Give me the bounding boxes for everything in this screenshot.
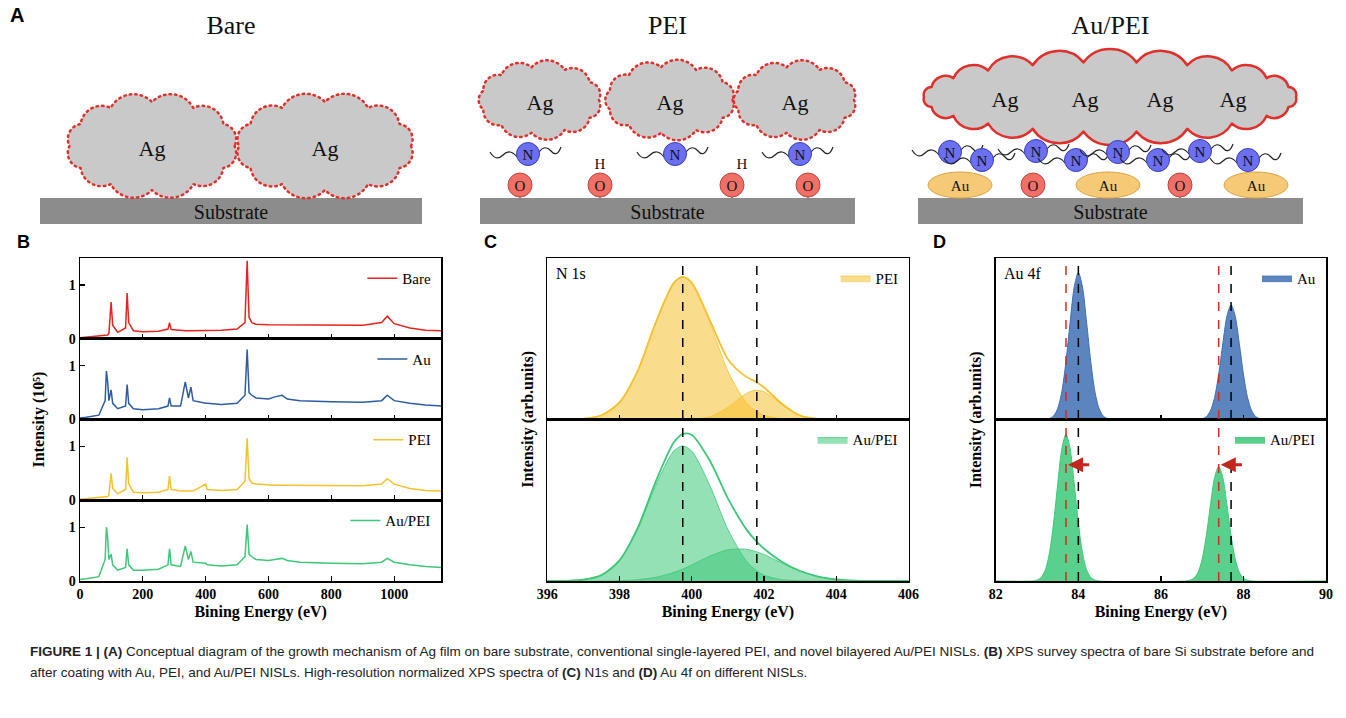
svg-text:O: O bbox=[1175, 178, 1186, 194]
svg-text:Au/PEI: Au/PEI bbox=[385, 513, 430, 529]
svg-text:Ag: Ag bbox=[312, 136, 339, 161]
svg-text:200: 200 bbox=[132, 587, 153, 602]
svg-text:N: N bbox=[945, 145, 956, 161]
svg-text:N: N bbox=[1113, 145, 1124, 161]
svg-text:0: 0 bbox=[69, 332, 76, 347]
svg-text:Au/PEI: Au/PEI bbox=[1072, 11, 1150, 40]
svg-text:Bare: Bare bbox=[402, 271, 431, 287]
svg-text:Ag: Ag bbox=[1072, 87, 1099, 112]
svg-text:PEI: PEI bbox=[876, 271, 899, 287]
svg-text:D: D bbox=[933, 232, 946, 252]
svg-text:Ag: Ag bbox=[657, 90, 684, 115]
svg-text:O: O bbox=[1028, 178, 1039, 194]
svg-text:Ag: Ag bbox=[1220, 87, 1247, 112]
svg-text:Intensity (arb.units): Intensity (arb.units) bbox=[519, 351, 537, 488]
svg-text:Substrate: Substrate bbox=[630, 201, 705, 223]
svg-text:Ag: Ag bbox=[782, 90, 809, 115]
svg-text:400: 400 bbox=[195, 587, 216, 602]
svg-text:Au: Au bbox=[412, 352, 431, 368]
svg-text:1000: 1000 bbox=[380, 587, 408, 602]
svg-text:N: N bbox=[1153, 153, 1164, 169]
svg-text:N: N bbox=[1195, 144, 1206, 160]
svg-text:800: 800 bbox=[321, 587, 342, 602]
svg-text:Au: Au bbox=[1099, 178, 1118, 194]
svg-text:Ag: Ag bbox=[992, 87, 1019, 112]
svg-text:B: B bbox=[17, 232, 30, 252]
svg-text:404: 404 bbox=[826, 587, 847, 602]
svg-text:N: N bbox=[670, 147, 681, 163]
svg-text:Ag: Ag bbox=[527, 90, 554, 115]
svg-text:90: 90 bbox=[1319, 587, 1333, 602]
svg-text:N: N bbox=[523, 147, 534, 163]
svg-text:N: N bbox=[1243, 153, 1254, 169]
svg-text:PEI: PEI bbox=[408, 432, 431, 448]
svg-text:1: 1 bbox=[69, 359, 76, 374]
html-text:FIGURE 1 | (A) Conceptual diag: FIGURE 1 | (A) Conceptual diagram of the… bbox=[30, 644, 1314, 680]
svg-text:0: 0 bbox=[69, 574, 76, 589]
svg-text:Au: Au bbox=[1297, 271, 1316, 287]
svg-text:0: 0 bbox=[69, 493, 76, 508]
svg-text:Bining Energy (eV): Bining Energy (eV) bbox=[662, 603, 794, 621]
svg-text:82: 82 bbox=[989, 587, 1003, 602]
svg-text:Substrate: Substrate bbox=[194, 201, 269, 223]
svg-text:1: 1 bbox=[69, 520, 76, 535]
svg-text:Bare: Bare bbox=[206, 11, 255, 40]
svg-text:Au: Au bbox=[1247, 178, 1266, 194]
svg-text:N: N bbox=[795, 147, 806, 163]
svg-text:1: 1 bbox=[69, 278, 76, 293]
svg-text:PEI: PEI bbox=[648, 11, 687, 40]
svg-text:Intensity (arb.units): Intensity (arb.units) bbox=[967, 351, 985, 488]
svg-text:Substrate: Substrate bbox=[1073, 201, 1148, 223]
svg-text:A: A bbox=[10, 4, 24, 26]
svg-text:N 1s: N 1s bbox=[556, 265, 586, 282]
svg-text:H: H bbox=[595, 156, 606, 172]
svg-text:88: 88 bbox=[1236, 587, 1250, 602]
svg-text:Au/PEI: Au/PEI bbox=[853, 432, 898, 448]
svg-text:N: N bbox=[1031, 144, 1042, 160]
svg-text:1: 1 bbox=[69, 439, 76, 454]
svg-text:C: C bbox=[484, 232, 497, 252]
svg-text:O: O bbox=[595, 178, 606, 194]
svg-text:398: 398 bbox=[609, 587, 630, 602]
svg-text:N: N bbox=[977, 153, 988, 169]
svg-text:Intensity (10⁵): Intensity (10⁵) bbox=[30, 372, 48, 468]
svg-text:Bining Energy (eV): Bining Energy (eV) bbox=[1095, 603, 1227, 621]
svg-text:Bining Energy (eV): Bining Energy (eV) bbox=[194, 603, 326, 621]
svg-text:400: 400 bbox=[681, 587, 702, 602]
svg-text:Ag: Ag bbox=[1147, 87, 1174, 112]
svg-text:396: 396 bbox=[537, 587, 558, 602]
svg-text:600: 600 bbox=[258, 587, 279, 602]
svg-text:0: 0 bbox=[77, 587, 84, 602]
svg-text:0: 0 bbox=[69, 412, 76, 427]
svg-text:406: 406 bbox=[898, 587, 919, 602]
svg-text:O: O bbox=[515, 178, 526, 194]
svg-text:Au/PEI: Au/PEI bbox=[1270, 432, 1315, 448]
svg-text:402: 402 bbox=[754, 587, 775, 602]
svg-text:Au 4f: Au 4f bbox=[1004, 265, 1042, 282]
svg-text:84: 84 bbox=[1071, 587, 1085, 602]
svg-text:N: N bbox=[1071, 153, 1082, 169]
svg-text:O: O bbox=[803, 178, 814, 194]
svg-text:H: H bbox=[737, 156, 748, 172]
svg-text:86: 86 bbox=[1154, 587, 1168, 602]
svg-text:Au: Au bbox=[951, 178, 970, 194]
svg-text:O: O bbox=[727, 178, 738, 194]
svg-text:Ag: Ag bbox=[139, 136, 166, 161]
